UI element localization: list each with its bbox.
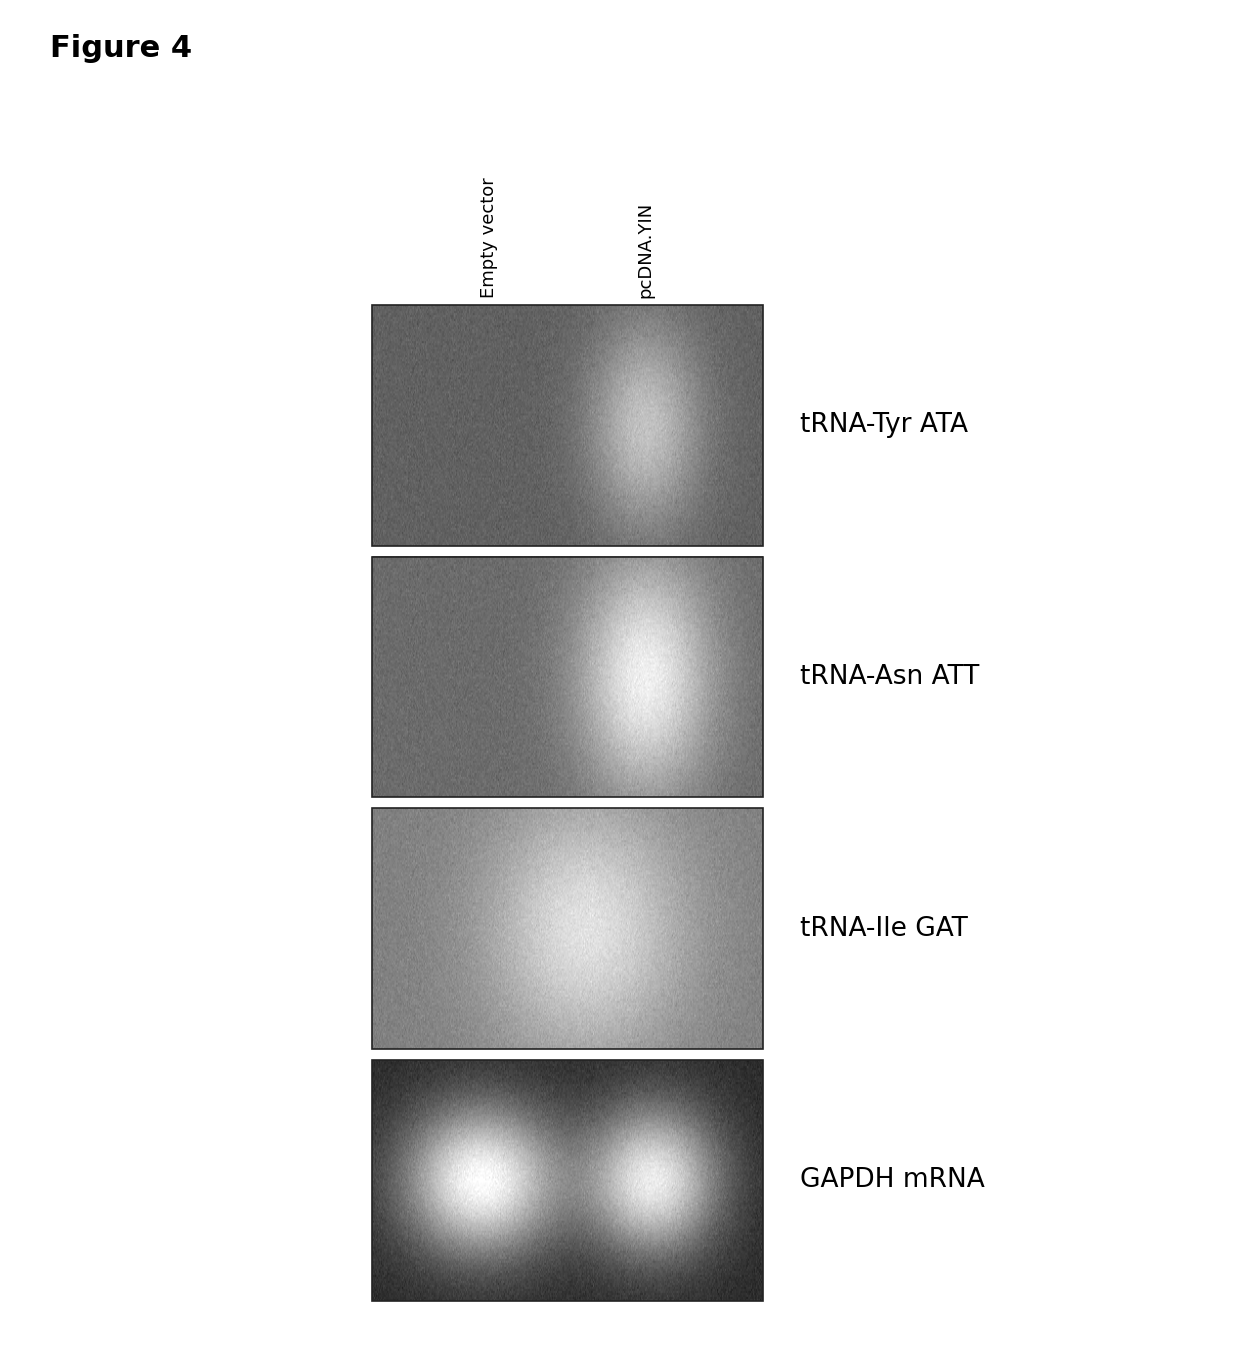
Text: pcDNA.YIN: pcDNA.YIN <box>636 202 655 298</box>
Text: GAPDH mRNA: GAPDH mRNA <box>800 1168 985 1194</box>
Bar <box>372 557 763 797</box>
Bar <box>372 305 763 546</box>
Text: tRNA-Asn ATT: tRNA-Asn ATT <box>800 664 980 690</box>
Text: Empty vector: Empty vector <box>480 178 498 298</box>
Text: tRNA-Ile GAT: tRNA-Ile GAT <box>800 916 967 942</box>
Text: Figure 4: Figure 4 <box>50 34 192 62</box>
Bar <box>372 1060 763 1301</box>
Bar <box>372 808 763 1049</box>
Text: tRNA-Tyr ATA: tRNA-Tyr ATA <box>800 412 967 438</box>
